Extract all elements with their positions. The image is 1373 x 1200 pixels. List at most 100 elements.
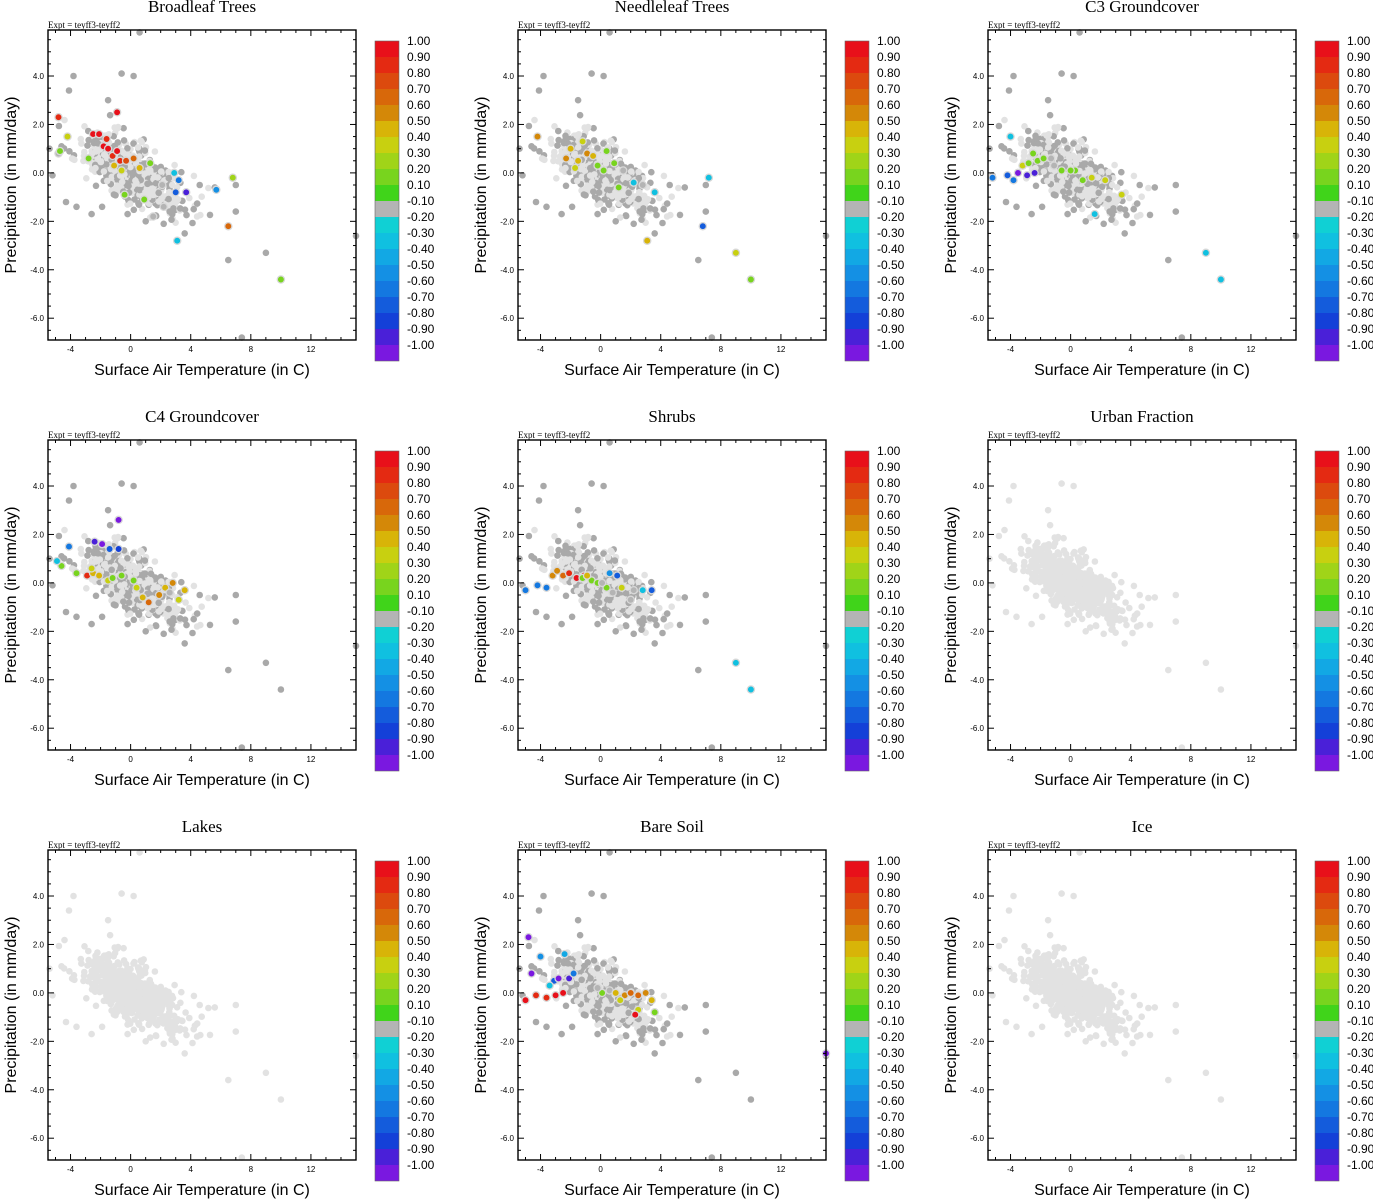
data-point	[528, 553, 535, 560]
data-point	[1070, 206, 1078, 214]
data-point	[635, 578, 642, 586]
data-point	[55, 146, 65, 156]
data-point	[114, 139, 122, 146]
data-point	[611, 557, 619, 564]
data-point	[160, 220, 167, 228]
colorbar-cell	[375, 201, 399, 217]
data-point	[181, 230, 188, 237]
data-point	[1138, 193, 1145, 200]
y-axis: 4.0 2.0 0.0 -2.0 -4.0 -6.0	[500, 449, 826, 741]
colorbar-label: -0.60	[407, 684, 435, 698]
x-tick-label: 4	[659, 755, 664, 764]
colorbar-cell	[375, 627, 399, 643]
colorbar-label: 0.20	[1347, 162, 1371, 176]
data-point	[1044, 96, 1052, 104]
data-point	[1084, 590, 1091, 598]
colorbar-cell	[1315, 169, 1339, 185]
data-point	[1118, 168, 1125, 176]
colorbar-label: 0.60	[877, 98, 901, 112]
data-point	[135, 563, 143, 570]
y-tick-label: 2.0	[33, 530, 45, 539]
colorbar-label: -0.10	[1347, 194, 1373, 208]
data-point	[94, 129, 104, 139]
data-point	[1106, 188, 1113, 196]
data-point	[77, 135, 85, 143]
y-tick-label: 4.0	[503, 482, 515, 491]
data-point	[55, 122, 63, 130]
data-point	[172, 236, 182, 245]
x-tick-label: 8	[1189, 345, 1194, 354]
data-point	[600, 482, 607, 490]
data-point	[594, 561, 602, 568]
data-point	[1032, 592, 1040, 600]
data-point	[148, 212, 158, 221]
data-point	[1058, 557, 1065, 564]
data-point	[169, 168, 179, 178]
y-tick-label: 2.0	[973, 530, 985, 539]
data-point	[1108, 591, 1116, 599]
data-point	[70, 72, 77, 80]
data-point	[596, 200, 604, 207]
data-point	[73, 613, 80, 621]
data-point	[574, 96, 582, 104]
x-tick-label: 12	[776, 755, 785, 764]
panel-title: C4 Groundcover	[145, 407, 259, 426]
data-point	[625, 189, 632, 197]
colorbar-cell	[375, 41, 399, 57]
data-point	[605, 568, 614, 578]
colorbar-cell	[845, 73, 869, 89]
data-point	[1078, 175, 1087, 185]
data-point	[160, 630, 167, 638]
colorbar-label: -0.10	[1347, 604, 1373, 618]
data-point	[225, 256, 232, 264]
data-point	[1092, 622, 1100, 630]
colorbar: 1.00 0.90 0.80 0.70 0.60 0.50 0.40 0.30 0.20 0.10…	[1314, 34, 1373, 362]
y-tick-label: -2.0	[500, 217, 514, 226]
data-point	[1087, 173, 1096, 182]
data-point	[558, 620, 565, 628]
data-point	[141, 170, 149, 177]
colorbar-label: -0.30	[877, 226, 905, 240]
data-point	[731, 248, 741, 258]
colorbar-cell	[375, 345, 399, 361]
data-point	[1013, 613, 1020, 621]
data-point	[1129, 629, 1136, 637]
data-point	[193, 623, 201, 630]
background-points	[46, 439, 360, 751]
background-points	[46, 29, 360, 341]
data-point	[196, 181, 203, 189]
colorbar-label: 0.90	[1347, 50, 1371, 64]
data-point	[580, 191, 588, 198]
data-point	[578, 137, 587, 146]
colorbar-label: 0.70	[877, 492, 901, 506]
data-point	[660, 205, 667, 213]
data-point	[172, 195, 179, 202]
data-point	[171, 188, 180, 197]
data-point	[142, 218, 149, 225]
data-point	[1009, 175, 1018, 185]
colorbar-cell	[845, 153, 869, 169]
data-point	[594, 210, 601, 218]
colorbar-cell	[375, 185, 399, 201]
data-point	[1100, 175, 1110, 185]
colorbar-cell	[845, 281, 869, 297]
data-point	[1098, 605, 1105, 613]
x-axis: -4 0 4 8 12	[55, 30, 357, 354]
data-point	[137, 547, 145, 554]
colorbar-label: 0.50	[407, 524, 431, 538]
data-point	[1076, 596, 1083, 604]
data-point	[174, 595, 183, 605]
data-point	[103, 144, 113, 153]
colorbar-label: 0.90	[407, 50, 431, 64]
data-point	[1043, 587, 1051, 595]
colorbar-label: 0.80	[1347, 476, 1371, 490]
colorbar-label: 0.80	[407, 66, 431, 80]
data-point	[630, 630, 637, 638]
colorbar-cell	[375, 723, 399, 739]
data-point	[1024, 142, 1031, 149]
colorbar-label: 0.70	[407, 82, 431, 96]
data-point	[228, 173, 238, 182]
data-point	[635, 168, 642, 176]
colorbar-label: -0.60	[877, 274, 905, 288]
x-tick-label: -4	[1007, 345, 1015, 354]
